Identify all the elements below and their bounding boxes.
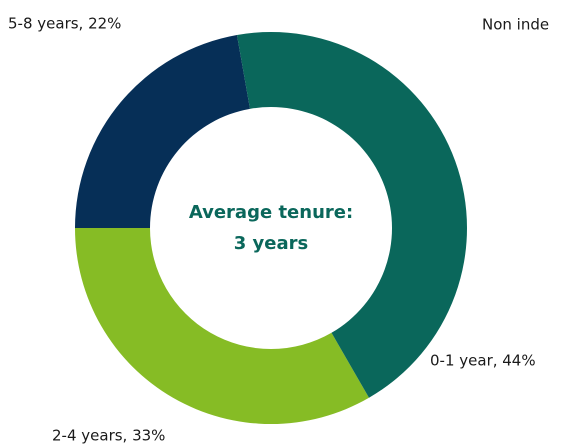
donut-segment <box>236 32 467 398</box>
donut-segment <box>75 34 250 229</box>
segment-label: 0-1 year, 44% <box>430 352 536 370</box>
donut-segment <box>75 228 369 424</box>
segment-label: 2-4 years, 33% <box>52 427 165 444</box>
center-text: Average tenure: <box>189 202 353 223</box>
segment-label: 5-8 years, 22% <box>8 15 121 33</box>
center-text: 3 years <box>234 233 308 254</box>
annotation: Non inde <box>482 16 549 34</box>
